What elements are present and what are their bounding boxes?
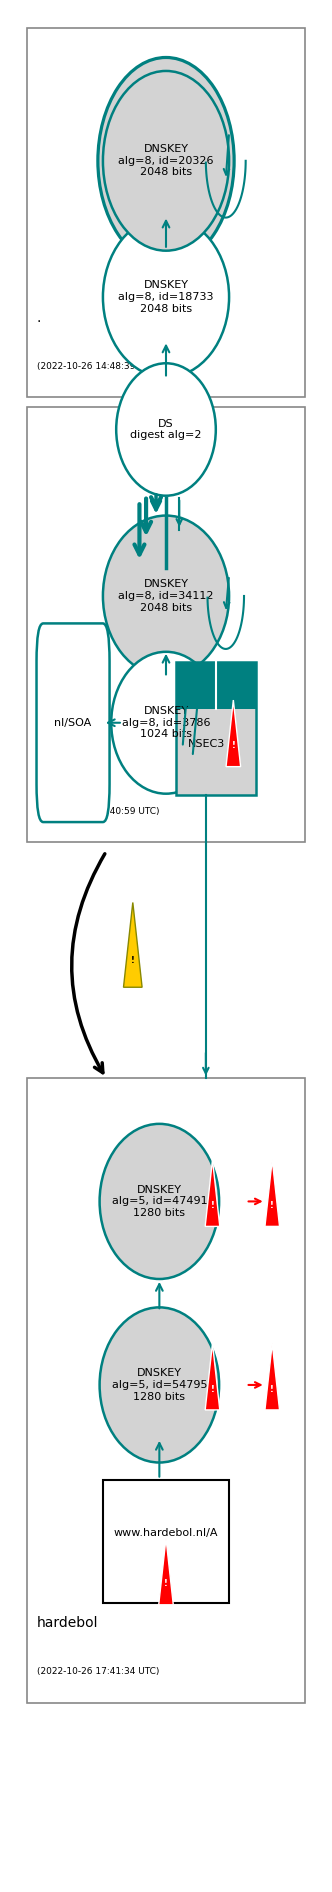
Text: !: ! [270,1385,274,1394]
Bar [27,1078,305,1703]
Text: .: . [37,310,41,325]
Polygon shape [265,1160,280,1226]
FancyBboxPatch shape [37,624,110,821]
Text: nl: nl [37,755,49,770]
Text: DNSKEY
alg=8, id=34112
2048 bits: DNSKEY alg=8, id=34112 2048 bits [118,579,214,613]
Text: !: ! [270,1201,274,1211]
Text: (2022-10-26 17:41:34 UTC): (2022-10-26 17:41:34 UTC) [37,1667,159,1676]
Ellipse shape [116,363,216,496]
Text: hardebol: hardebol [37,1616,98,1631]
Bar [103,1480,229,1604]
Polygon shape [205,1343,220,1410]
Polygon shape [205,1160,220,1226]
Text: DNSKEY
alg=8, id=3786
1024 bits: DNSKEY alg=8, id=3786 1024 bits [122,706,210,740]
Text: DS
digest alg=2: DS digest alg=2 [130,418,202,441]
Text: !: ! [131,955,135,965]
Polygon shape [226,700,241,766]
Text: (2022-10-26 17:40:59 UTC): (2022-10-26 17:40:59 UTC) [37,806,159,815]
Ellipse shape [100,1124,219,1279]
Ellipse shape [103,515,229,677]
Ellipse shape [103,218,229,378]
Ellipse shape [98,57,234,265]
Text: !: ! [210,1201,214,1211]
Text: DNSKEY
alg=8, id=20326
2048 bits: DNSKEY alg=8, id=20326 2048 bits [118,144,214,178]
Ellipse shape [100,1307,219,1463]
Text: NSEC3: NSEC3 [188,740,225,749]
Polygon shape [159,1538,173,1604]
Text: !: ! [231,742,235,751]
Polygon shape [124,902,142,988]
Text: DNSKEY
alg=8, id=18733
2048 bits: DNSKEY alg=8, id=18733 2048 bits [118,280,214,314]
Text: DNSKEY
alg=5, id=47491
1280 bits: DNSKEY alg=5, id=47491 1280 bits [112,1184,207,1218]
Bar [27,28,305,397]
Text: nl/SOA: nl/SOA [54,717,92,728]
Text: DNSKEY
alg=5, id=54795
1280 bits: DNSKEY alg=5, id=54795 1280 bits [112,1368,207,1402]
Bar [176,662,256,710]
Polygon shape [265,1343,280,1410]
Text: www.hardebol.nl/A: www.hardebol.nl/A [114,1527,218,1538]
Text: (2022-10-26 14:48:39 UTC): (2022-10-26 14:48:39 UTC) [37,361,159,371]
Bar [27,407,305,842]
Text: !: ! [210,1385,214,1394]
Ellipse shape [111,651,221,795]
Bar [176,662,256,795]
Ellipse shape [103,70,229,252]
Text: !: ! [164,1580,168,1589]
